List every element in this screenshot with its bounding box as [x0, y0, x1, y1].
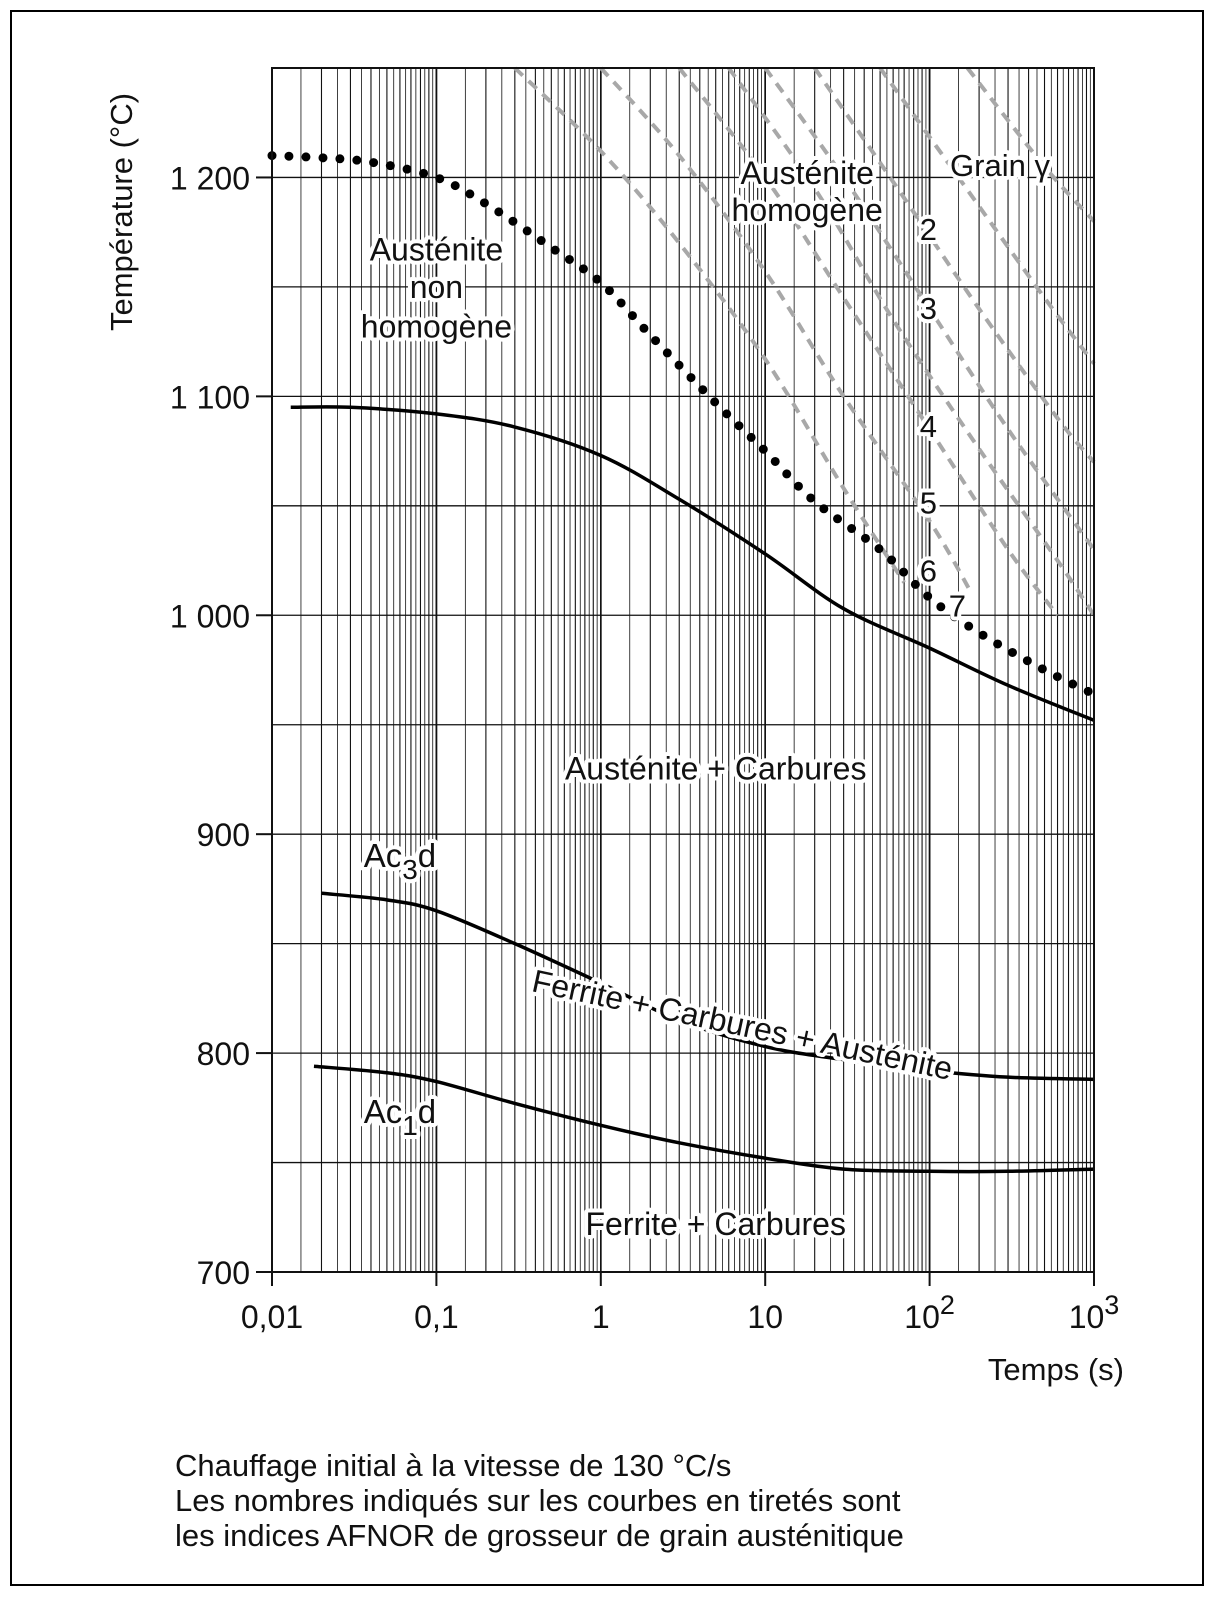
caption-line: Chauffage initial à la vitesse de 130 °C…: [175, 1448, 732, 1483]
label-part: d: [418, 1093, 436, 1130]
y-tick-label: 800: [197, 1036, 250, 1072]
x-tick-label: 0,01: [241, 1299, 303, 1335]
grain-index-label: 5: [920, 486, 937, 521]
grain-size-curve: [813, 66, 1096, 464]
ac1d-curve: [313, 1064, 1095, 1174]
grain-size-curve: [763, 66, 1096, 551]
chart-svg: AusténitehomogèneAusténitenonhomogèneAus…: [104, 66, 1124, 1387]
region-label: Ferrite + Carbures: [585, 1206, 846, 1242]
region-label: non: [410, 269, 463, 305]
grain-size-curve: [513, 66, 906, 584]
upper-boundary-curve: [290, 405, 1095, 722]
Ac3d-label: Ac3d: [364, 837, 436, 885]
austenite-homogenization-curve: [267, 151, 1099, 699]
x-tick-base: 1: [592, 1299, 610, 1335]
x-tick-base: 10: [1069, 1299, 1105, 1335]
y-tick-label: 1 200: [170, 160, 250, 196]
grain-index-label: 2: [920, 212, 937, 247]
grain-size-curve: [878, 66, 1096, 365]
grain-index-label: 3: [920, 291, 937, 326]
region-label: homogène: [361, 308, 512, 344]
phase-boundary-curves: [267, 151, 1099, 1174]
x-tick-base: 0,1: [414, 1299, 458, 1335]
region-label: Austénite + Carbures: [565, 750, 867, 786]
x-tick-label: 103: [1069, 1290, 1120, 1335]
grain-size-curve: [677, 66, 1060, 617]
label-subscript: 3: [402, 854, 418, 885]
label-part: d: [418, 837, 436, 874]
region-label: Austénite: [740, 155, 873, 191]
x-tick-exponent: 3: [1104, 1290, 1119, 1320]
grain-size-curve: [727, 66, 1096, 617]
x-tick-base: 0,01: [241, 1299, 303, 1335]
label-part: Ac: [364, 837, 403, 874]
Ac1d-label: Ac1d: [364, 1093, 436, 1141]
y-tick-label: 1 000: [170, 598, 250, 634]
grain-index-label: 4: [920, 409, 937, 444]
grain-index-label: 6: [920, 553, 937, 588]
grain-size-curve: [599, 66, 974, 595]
x-tick-exponent: 2: [940, 1290, 955, 1320]
x-tick-base: 10: [904, 1299, 940, 1335]
label-subscript: 1: [402, 1110, 418, 1141]
x-axis-label: Temps (s): [988, 1352, 1124, 1387]
grain-index-label: 7: [949, 589, 966, 624]
y-tick-label: 700: [197, 1255, 250, 1291]
figure-frame: [10, 10, 1204, 1586]
y-tick-label: 900: [197, 817, 250, 853]
x-tick-label: 0,1: [414, 1299, 458, 1335]
y-tick-label: 1 100: [170, 379, 250, 415]
region-label: Austénite: [370, 232, 503, 268]
x-tick-label: 10: [747, 1299, 783, 1335]
caption-line: Les nombres indiqués sur les courbes en …: [175, 1483, 901, 1518]
grain-size-curves: [513, 66, 1096, 617]
figure-caption: Chauffage initial à la vitesse de 130 °C…: [175, 1448, 904, 1553]
region-label: homogène: [732, 192, 883, 228]
region-labels: AusténitehomogèneAusténitenonhomogèneAus…: [357, 144, 1055, 1246]
x-tick-base: 10: [747, 1299, 783, 1335]
grain-size-curve: [965, 66, 1096, 223]
x-tick-label: 102: [904, 1290, 955, 1335]
grain-gamma-label: Grain γ: [950, 148, 1050, 183]
x-tick-label: 1: [592, 1299, 610, 1335]
y-axis-label: Température (°C): [104, 93, 139, 331]
label-part: Ac: [364, 1093, 403, 1130]
plot-border: [271, 67, 1095, 1273]
ac3d-curve: [321, 891, 1095, 1082]
caption-line: les indices AFNOR de grosseur de grain a…: [175, 1518, 904, 1553]
